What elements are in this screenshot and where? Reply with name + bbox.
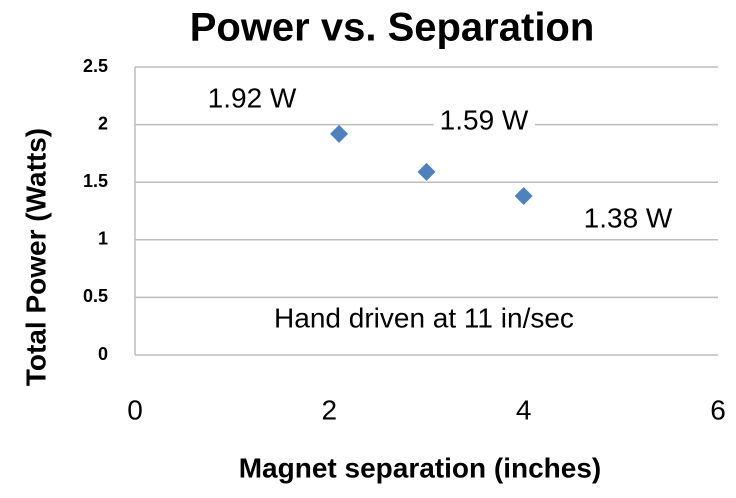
y-tick-label: 1 xyxy=(98,229,108,249)
point xyxy=(330,124,349,143)
y-tick-label: 2.5 xyxy=(83,56,108,76)
y-tick-label: 1.5 xyxy=(83,171,108,191)
y-tick-label: 0.5 xyxy=(83,286,108,306)
x-tick-label: 2 xyxy=(322,394,338,425)
y-tick-label: 0 xyxy=(98,344,108,364)
y-axis-label: Total Power (Watts) xyxy=(20,128,51,386)
data-label: 1.92 W xyxy=(208,82,297,113)
x-tick-label: 4 xyxy=(516,394,532,425)
x-tick-label: 6 xyxy=(710,394,726,425)
point xyxy=(514,187,533,206)
y-tick-label: 2 xyxy=(98,113,108,133)
data-label-bg xyxy=(433,102,535,138)
data-label-bg xyxy=(577,200,679,236)
annotation-bg xyxy=(268,300,580,336)
data-label: 1.38 W xyxy=(584,202,673,233)
point xyxy=(417,162,436,181)
x-tick-label: 0 xyxy=(127,394,143,425)
data-label: 1.59 W xyxy=(440,104,529,135)
data-label-bg xyxy=(201,80,303,116)
chart-title: Power vs. Separation xyxy=(190,6,595,50)
annotation: Hand driven at 11 in/sec xyxy=(274,302,574,333)
x-axis-label: Magnet separation (inches) xyxy=(239,452,602,483)
